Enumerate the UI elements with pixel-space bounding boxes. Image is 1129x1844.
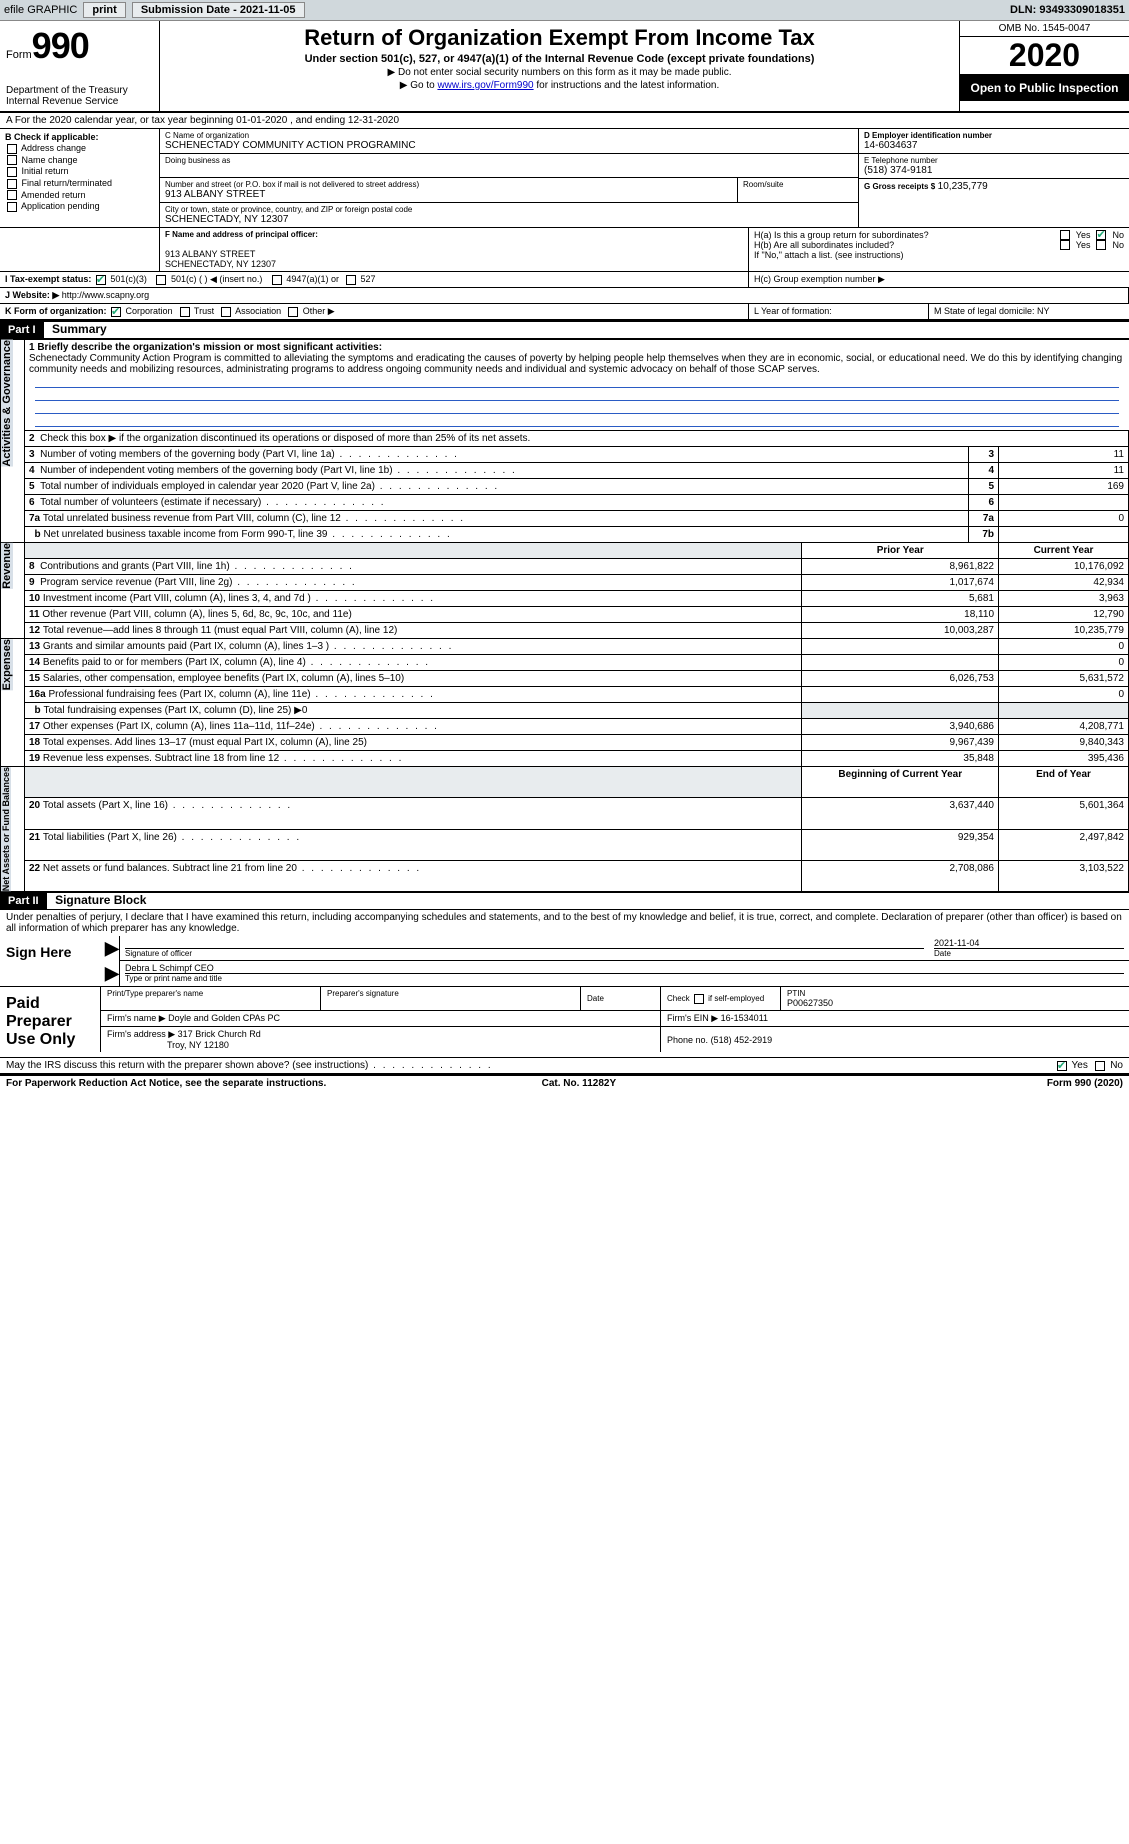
box-k: K Form of organization: Corporation Trus… (0, 304, 749, 319)
form-subtitle: Under section 501(c), 527, or 4947(a)(1)… (166, 53, 953, 65)
cb-name-change[interactable]: Name change (5, 155, 154, 166)
summary-table: Activities & Governance 1 Briefly descri… (0, 339, 1129, 892)
submission-date: Submission Date - 2021-11-05 (132, 2, 305, 18)
val-3: 11 (999, 447, 1129, 463)
ein: 14-6034637 (864, 140, 1124, 151)
phone: (518) 374-9181 (864, 165, 1124, 176)
box-c: C Name of organization SCHENECTADY COMMU… (160, 129, 859, 227)
part2-bar: Part II (0, 893, 47, 909)
form-note2: ▶ Go to www.irs.gov/Form990 for instruct… (166, 80, 953, 91)
box-j: J Website: ▶ http://www.scapny.org (0, 288, 1129, 303)
val-7a: 0 (999, 511, 1129, 527)
tab-expenses: Expenses (1, 639, 13, 690)
omb-number: OMB No. 1545-0047 (960, 21, 1129, 37)
ha-yes[interactable] (1060, 230, 1070, 240)
officer-name: Debra L Schimpf CEO (125, 963, 1124, 974)
cb-app-pending[interactable]: Application pending (5, 201, 154, 212)
box-d-e-g: D Employer identification number 14-6034… (859, 129, 1129, 227)
hb-no[interactable] (1096, 240, 1106, 250)
part2-title: Signature Block (49, 891, 152, 909)
mission-text: Schenectady Community Action Program is … (29, 353, 1125, 375)
box-l: L Year of formation: (749, 304, 929, 319)
cb-amended[interactable]: Amended return (5, 190, 154, 201)
print-button[interactable]: print (83, 2, 125, 18)
box-m: M State of legal domicile: NY (929, 304, 1129, 319)
tab-net-assets: Net Assets or Fund Balances (1, 767, 11, 891)
form-header: Form990 Department of the TreasuryIntern… (0, 21, 1129, 113)
firm-addr: 317 Brick Church Rd (178, 1029, 261, 1039)
box-b: B Check if applicable: Address change Na… (0, 129, 160, 227)
val-6 (999, 495, 1129, 511)
form-number: 990 (32, 25, 89, 66)
part1-bar: Part I (0, 322, 44, 338)
tab-activities: Activities & Governance (1, 340, 13, 467)
paid-preparer-label: Paid Preparer Use Only (0, 987, 100, 1057)
dept-label: Department of the TreasuryInternal Reven… (6, 85, 153, 107)
efile-label: efile GRAPHIC (4, 4, 77, 16)
ptin: P00627350 (787, 998, 1123, 1008)
officer-addr1: 913 ALBANY STREET (165, 249, 743, 259)
sign-here-label: Sign Here (0, 936, 100, 986)
inspection-label: Open to Public Inspection (960, 75, 1129, 101)
sig-declaration: Under penalties of perjury, I declare th… (0, 910, 1129, 936)
cb-initial-return[interactable]: Initial return (5, 166, 154, 177)
ha-no[interactable] (1096, 230, 1106, 240)
cb-501c3[interactable] (96, 275, 106, 285)
sig-date: 2021-11-04 (934, 938, 1124, 949)
val-7b (999, 527, 1129, 543)
page-footer: For Paperwork Reduction Act Notice, see … (0, 1075, 1129, 1091)
hb-yes[interactable] (1060, 240, 1070, 250)
dln: DLN: 93493309018351 (1010, 4, 1125, 16)
val-4: 11 (999, 463, 1129, 479)
discuss-yes[interactable] (1057, 1061, 1067, 1071)
box-i: I Tax-exempt status: 501(c)(3) 501(c) ( … (0, 272, 749, 287)
org-street: 913 ALBANY STREET (165, 189, 732, 200)
box-hc: H(c) Group exemption number ▶ (749, 272, 1129, 287)
val-5: 169 (999, 479, 1129, 495)
form-word: Form (6, 49, 32, 61)
firm-name: Doyle and Golden CPAs PC (168, 1013, 280, 1023)
discuss-no[interactable] (1095, 1061, 1105, 1071)
cb-final-return[interactable]: Final return/terminated (5, 178, 154, 189)
gross-receipts: 10,235,779 (938, 181, 988, 192)
org-name: SCHENECTADY COMMUNITY ACTION PROGRAMINC (165, 140, 853, 151)
row-a: A For the 2020 calendar year, or tax yea… (0, 113, 1129, 129)
tab-revenue: Revenue (1, 543, 13, 589)
part1-title: Summary (46, 320, 113, 338)
officer-addr2: SCHENECTADY, NY 12307 (165, 259, 743, 269)
toolbar: efile GRAPHIC print Submission Date - 20… (0, 0, 1129, 21)
org-city: SCHENECTADY, NY 12307 (165, 214, 853, 225)
irs-link[interactable]: www.irs.gov/Form990 (437, 80, 533, 91)
cb-address-change[interactable]: Address change (5, 143, 154, 154)
form-title: Return of Organization Exempt From Incom… (166, 25, 953, 51)
firm-phone: (518) 452-2919 (711, 1035, 773, 1045)
form-note1: ▶ Do not enter social security numbers o… (166, 67, 953, 78)
website-url[interactable]: http://www.scapny.org (62, 290, 149, 300)
tax-year: 2020 (960, 37, 1129, 75)
firm-ein: 16-1534011 (721, 1013, 768, 1023)
cb-corp[interactable] (111, 307, 121, 317)
